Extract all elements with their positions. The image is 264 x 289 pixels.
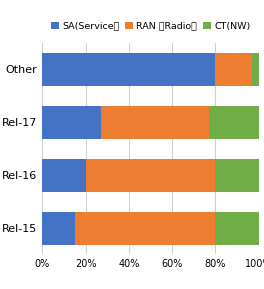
Bar (86, 159, 215, 192)
Bar (252, 53, 259, 86)
Bar (209, 106, 259, 139)
Bar (215, 53, 252, 86)
Bar (42, 53, 215, 86)
Bar (42, 212, 75, 245)
Bar (42, 159, 86, 192)
Bar (215, 212, 259, 245)
Bar (215, 159, 259, 192)
Bar (42, 106, 101, 139)
Bar (101, 106, 209, 139)
Bar (75, 212, 215, 245)
Legend: SA(Service）, RAN （Radio）, CT(NW): SA(Service）, RAN （Radio）, CT(NW) (47, 18, 254, 34)
